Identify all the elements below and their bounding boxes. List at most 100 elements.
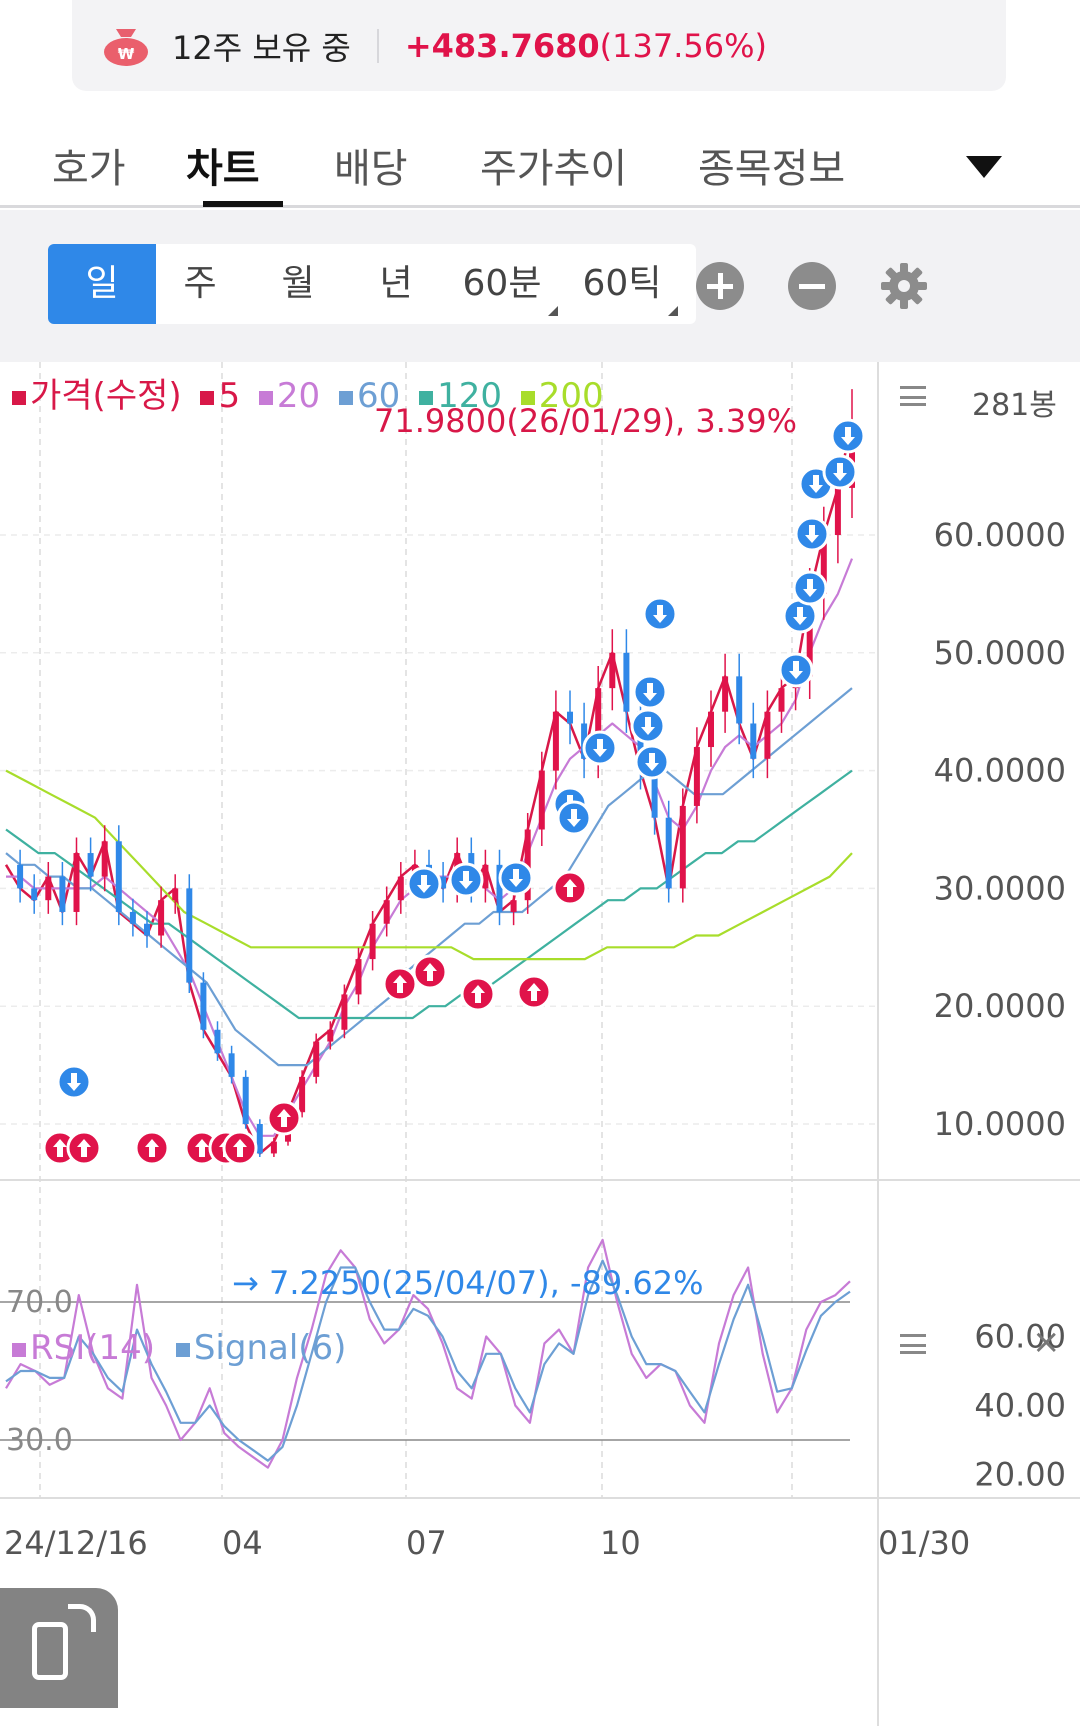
minus-icon [799, 284, 825, 289]
legend-ma120-swatch [419, 390, 434, 405]
current-rsi-tag: 75.76 [876, 1412, 1078, 1460]
zoom-out-button[interactable] [788, 262, 836, 310]
current-price-tag: 69.6190 1.21% [876, 418, 1078, 498]
rsi-30-label: 30.0 [6, 1423, 73, 1458]
tab-chart[interactable]: 차트 [186, 146, 260, 192]
candle-body [538, 770, 545, 830]
series-line-ma200 [5, 769, 853, 961]
period-60min[interactable]: 60분 [438, 244, 566, 324]
series-line-ma20 [6, 558, 854, 1137]
zoom-in-button[interactable] [696, 262, 744, 310]
legend-ma120-label: 120 [437, 376, 502, 416]
legend-ma200-label: 200 [538, 376, 604, 416]
max-price-annotation: 71.9800(26/01/29), 3.39% [374, 402, 798, 440]
candle-body [736, 676, 743, 724]
candle-body [440, 876, 447, 889]
candle-body [623, 652, 630, 712]
legend-rsi-swatch [12, 1342, 26, 1357]
chart-area[interactable]: 60.0000 50.0000 40.0000 30.0000 20.0000 10.00… [0, 362, 1080, 1726]
buy-signal-marker [516, 974, 552, 1010]
candle-body [383, 900, 390, 924]
candle-body [806, 593, 813, 677]
sell-signal-marker [642, 596, 678, 632]
price-pane-menu-icon[interactable] [900, 386, 926, 406]
candle-body [764, 711, 771, 759]
plus-icon-v [717, 273, 723, 299]
rsi-axis-tick: 20.00 [974, 1456, 1066, 1494]
tab-stock-info[interactable]: 종목정보 [698, 146, 846, 192]
candle-body [299, 1076, 306, 1113]
sell-signal-marker [556, 800, 592, 836]
legend-ma20-swatch [258, 390, 273, 405]
candle-body [200, 982, 207, 1030]
period-day[interactable]: 일 [48, 244, 156, 324]
main-tabs: 호가 차트 배당 주가추이 종목정보 [0, 118, 1080, 208]
rsi-close-icon[interactable]: × [1032, 1322, 1061, 1362]
legend-ma200-swatch [520, 390, 535, 405]
holding-summary[interactable]: ₩ 12주 보유 중 +483.7680 (137.56%) [72, 0, 1006, 91]
candle-body [115, 841, 122, 912]
min-price-annotation: → 7.2250(25/04/07), -89.62% [232, 1264, 704, 1302]
tabs-more-dropdown-icon[interactable] [966, 156, 1002, 178]
sell-signal-marker [792, 570, 828, 606]
period-60tick-corner-icon [668, 306, 678, 316]
candle-body [341, 994, 348, 1030]
period-month[interactable]: 월 [281, 263, 315, 304]
candle-body [355, 959, 362, 995]
period-week[interactable]: 주 [183, 263, 217, 304]
tab-dividend[interactable]: 배당 [334, 146, 408, 192]
candle-body [651, 770, 658, 818]
sell-signal-marker [632, 674, 668, 710]
sell-signal-marker [582, 730, 618, 766]
svg-text:₩: ₩ [118, 45, 135, 63]
legend-ma200: 200 [520, 376, 608, 416]
candle-body [17, 864, 24, 889]
signal-line [5, 1259, 851, 1462]
money-bag-icon: ₩ [102, 25, 150, 67]
settings-button[interactable] [880, 262, 928, 310]
x-tick-label: 24/12/16 [4, 1524, 148, 1562]
legend-ma5-label: 5 [218, 376, 241, 416]
y-tick-label: 60.0000 [934, 516, 1066, 554]
period-year[interactable]: 년 [379, 263, 413, 304]
sell-signal-marker [778, 652, 814, 688]
rotate-screen-button[interactable] [0, 1588, 118, 1708]
candle-body [214, 1029, 221, 1054]
candle-body [820, 535, 827, 594]
legend-price-swatch [12, 390, 26, 405]
price-chart-svg[interactable]: 60.0000 50.0000 40.0000 30.0000 20.0000 10.00… [0, 362, 1080, 1726]
legend-rsi-label: RSI(14) [30, 1328, 156, 1368]
rsi-legend: RSI(14) Signal(6) [12, 1328, 346, 1368]
candle-body [397, 876, 404, 901]
candle-body [834, 487, 841, 535]
rsi-pane-menu-icon[interactable] [900, 1334, 926, 1354]
candle-body [693, 747, 700, 806]
legend-ma20-label: 20 [276, 376, 321, 416]
holding-divider [376, 28, 379, 63]
buy-signal-marker [382, 966, 418, 1002]
sell-signal-marker [794, 516, 830, 552]
period-60tick-label: 60틱 [582, 263, 662, 304]
buy-signal-marker [266, 1100, 302, 1136]
candle-body [73, 853, 80, 912]
candle-body [186, 888, 193, 983]
sell-signal-marker [448, 862, 484, 898]
candle-body [665, 817, 672, 889]
candle-body [59, 876, 66, 912]
candle-body [722, 676, 729, 712]
candle-body [679, 805, 686, 889]
current-price-change: 1.21% [971, 459, 1064, 493]
x-tick-label: 07 [406, 1524, 447, 1562]
period-60tick[interactable]: 60틱 [558, 244, 686, 324]
y-tick-label: 20.0000 [934, 987, 1066, 1025]
period-60min-corner-icon [548, 306, 558, 316]
tab-price-trend[interactable]: 주가추이 [480, 146, 628, 192]
legend-ma60-swatch [339, 390, 353, 405]
y-tick-label: 10.0000 [934, 1105, 1066, 1143]
tab-orderbook[interactable]: 호가 [52, 146, 126, 192]
y-tick-label: 30.0000 [934, 869, 1066, 907]
legend-ma120: 120 [419, 376, 506, 416]
buy-signal-marker [460, 976, 496, 1012]
candle-body [609, 652, 616, 689]
